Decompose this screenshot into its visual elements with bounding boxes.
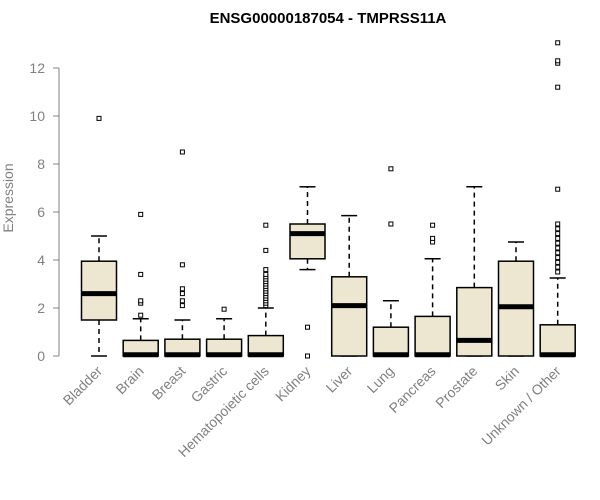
box-breast <box>164 149 201 358</box>
box-body <box>372 326 410 357</box>
box-gastric <box>205 306 243 358</box>
outlier-point <box>388 221 394 227</box>
box-unknown-other <box>539 40 576 358</box>
x-tick-label: Prostate <box>432 363 480 411</box>
outlier-point <box>555 84 561 90</box>
x-tick-label: Skin <box>492 363 523 394</box>
outlier-point <box>179 286 185 292</box>
outlier-point <box>555 186 561 192</box>
y-tick-label: 12 <box>29 60 45 76</box>
y-axis: 0 2 4 6 8 10 12 <box>29 60 60 364</box>
outlier-point <box>138 312 144 318</box>
outlier-point <box>555 58 561 64</box>
outlier-point <box>138 298 144 304</box>
box-liver <box>330 214 368 357</box>
x-tick-label: Unknown / Other <box>478 363 564 449</box>
box-brain <box>122 211 159 358</box>
outlier-point <box>263 267 269 273</box>
outlier-point <box>555 259 561 265</box>
outlier-point <box>555 255 561 261</box>
outlier-point <box>555 231 561 237</box>
outlier-point <box>430 222 436 228</box>
box-body <box>539 324 576 357</box>
y-axis-title: Expression <box>0 163 16 232</box>
box-hematopoietic-cells <box>247 222 285 358</box>
outlier-point <box>179 291 185 297</box>
outlier-point <box>555 269 561 275</box>
x-tick-label: Liver <box>323 363 356 396</box>
y-tick-label: 10 <box>29 108 45 124</box>
outlier-point <box>555 40 561 46</box>
x-tick-label: Bladder <box>60 363 106 409</box>
chart-title: ENSG00000187054 - TMPRSS11A <box>210 10 447 27</box>
outlier-point <box>179 298 185 304</box>
outlier-point <box>430 235 436 241</box>
x-tick-label: Lung <box>364 363 397 396</box>
outlier-point <box>555 245 561 251</box>
outlier-point <box>179 149 185 155</box>
x-tick-label: Kidney <box>272 363 314 405</box>
box-bladder <box>80 115 118 357</box>
outlier-point <box>221 306 227 312</box>
y-tick-label: 4 <box>37 252 45 268</box>
outlier-point <box>263 247 269 253</box>
box-pancreas <box>414 222 451 358</box>
box-body <box>80 260 118 321</box>
x-tick-label: Breast <box>149 363 189 403</box>
outlier-point <box>555 221 561 227</box>
box-kidney <box>289 186 326 359</box>
box-prostate <box>456 186 493 357</box>
box-body <box>289 223 326 260</box>
box-body <box>414 315 451 357</box>
box-body <box>330 276 368 357</box>
outlier-point <box>96 115 102 121</box>
outlier-point <box>555 235 561 241</box>
outlier-point <box>179 262 185 268</box>
outlier-point <box>305 353 310 359</box>
outlier-point <box>138 211 144 217</box>
boxes-group <box>80 40 576 359</box>
outlier-point <box>305 324 310 330</box>
outlier-point <box>555 250 561 256</box>
box-skin <box>497 241 535 357</box>
outlier-point <box>263 271 269 277</box>
outlier-point <box>388 166 394 172</box>
outlier-point <box>555 240 561 246</box>
y-tick-label: 2 <box>37 300 45 316</box>
outlier-point <box>263 222 269 228</box>
box-body <box>456 286 493 357</box>
outlier-point <box>555 226 561 232</box>
y-tick-label: 0 <box>37 348 45 364</box>
y-tick-label: 8 <box>37 156 45 172</box>
x-tick-label: Brain <box>112 363 146 397</box>
outlier-point <box>555 264 561 270</box>
outlier-point <box>179 303 185 309</box>
y-tick-label: 6 <box>37 204 45 220</box>
box-lung <box>372 166 410 358</box>
outlier-point <box>138 271 144 277</box>
